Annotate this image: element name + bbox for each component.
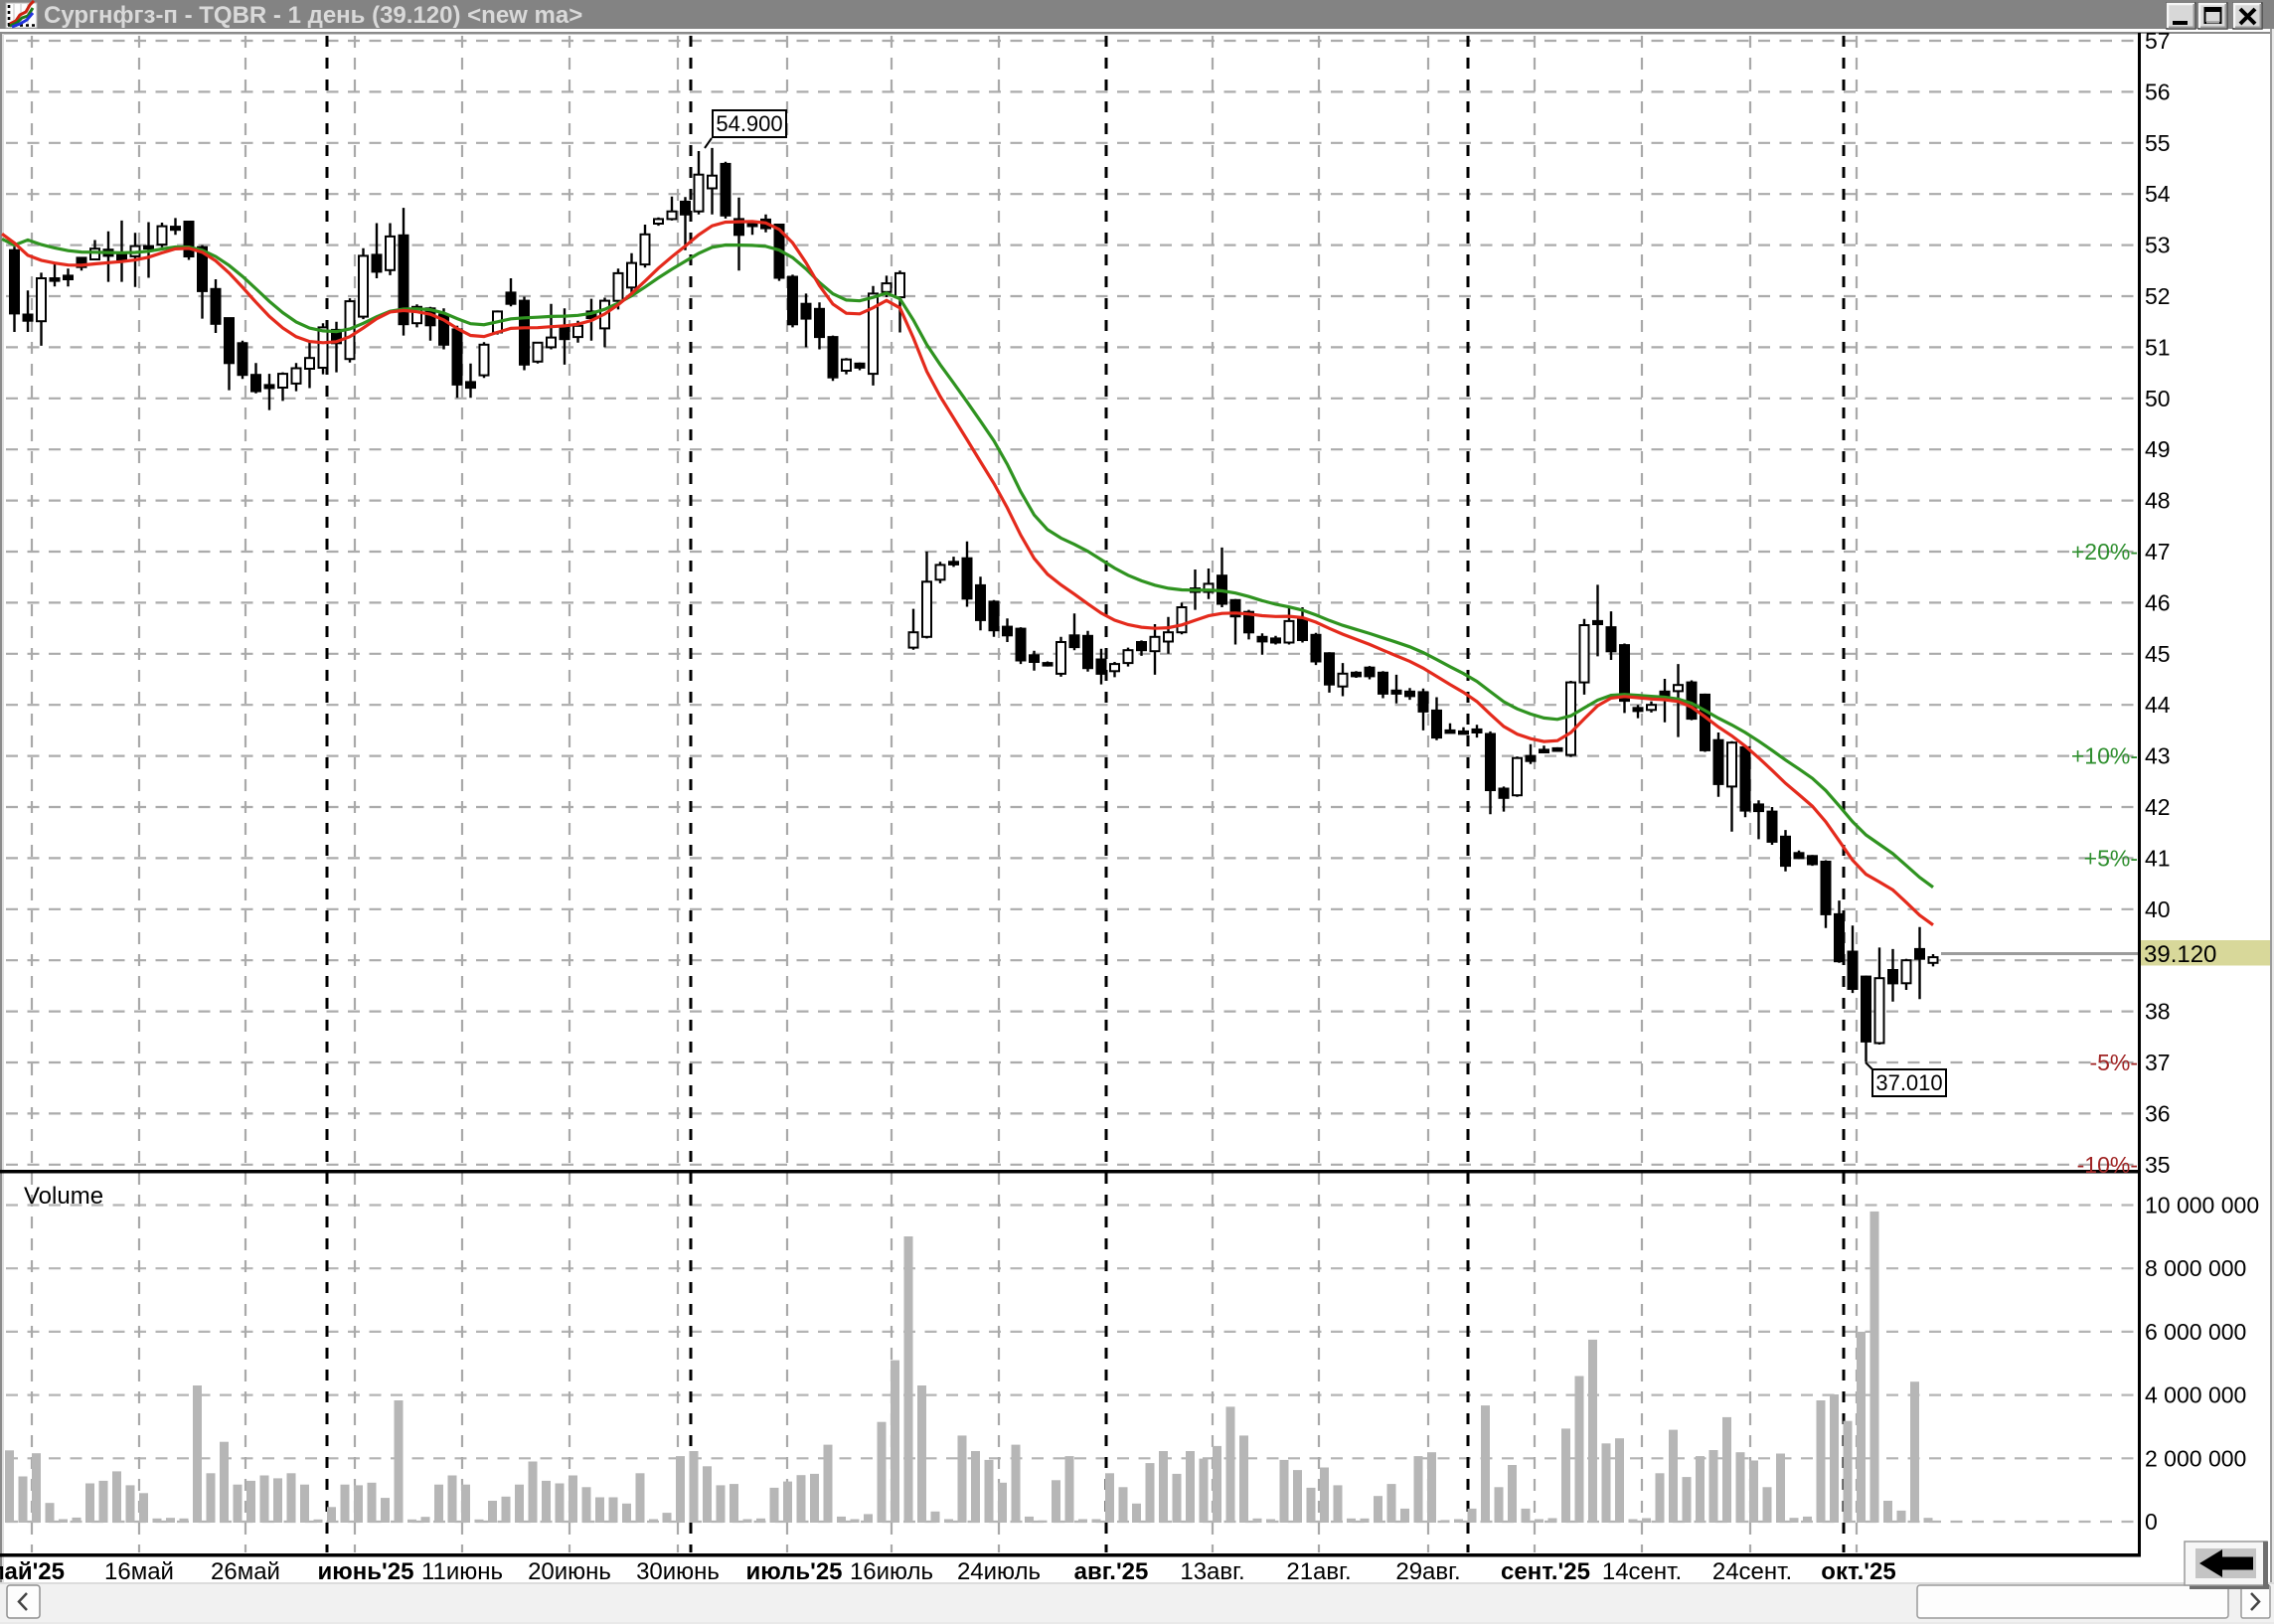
svg-text:6 000 000: 6 000 000 (2145, 1319, 2246, 1345)
svg-text:июль'25: июль'25 (745, 1558, 842, 1585)
svg-text:40: 40 (2145, 896, 2171, 922)
svg-text:14сент.: 14сент. (1602, 1558, 1682, 1585)
svg-text:26май: 26май (211, 1558, 280, 1585)
svg-text:май'25: май'25 (0, 1558, 65, 1585)
svg-text:20июнь: 20июнь (528, 1558, 611, 1585)
svg-text:45: 45 (2145, 641, 2171, 667)
svg-text:Volume: Volume (24, 1183, 103, 1210)
svg-text:+20%-: +20%- (2071, 539, 2138, 565)
svg-text:Сургнфгз-п - TQBR - 1 день (39: Сургнфгз-п - TQBR - 1 день (39.120) <new… (44, 2, 582, 29)
svg-text:38: 38 (2145, 999, 2171, 1025)
svg-text:37.010: 37.010 (1875, 1070, 1942, 1095)
svg-text:10 000 000: 10 000 000 (2145, 1193, 2259, 1218)
svg-text:21авг.: 21авг. (1286, 1558, 1351, 1585)
svg-text:16июль: 16июль (850, 1558, 933, 1585)
svg-text:57: 57 (2145, 28, 2171, 54)
svg-text:44: 44 (2145, 692, 2171, 718)
svg-text:48: 48 (2145, 488, 2171, 514)
svg-text:июнь'25: июнь'25 (318, 1558, 414, 1585)
svg-text:37: 37 (2145, 1050, 2171, 1075)
svg-text:авг.'25: авг.'25 (1074, 1558, 1149, 1585)
svg-text:41: 41 (2145, 845, 2171, 871)
svg-text:51: 51 (2145, 334, 2171, 360)
svg-text:39.120: 39.120 (2144, 941, 2216, 968)
svg-text:сент.'25: сент.'25 (1501, 1558, 1590, 1585)
svg-text:35: 35 (2145, 1152, 2171, 1178)
svg-text:43: 43 (2145, 743, 2171, 769)
svg-text:2 000 000: 2 000 000 (2145, 1445, 2246, 1471)
svg-text:-5%-: -5%- (2089, 1050, 2138, 1075)
svg-text:8 000 000: 8 000 000 (2145, 1255, 2246, 1281)
svg-text:24сент.: 24сент. (1712, 1558, 1792, 1585)
svg-text:16май: 16май (104, 1558, 174, 1585)
svg-text:окт.'25: окт.'25 (1821, 1558, 1895, 1585)
svg-text:46: 46 (2145, 589, 2171, 615)
svg-text:52: 52 (2145, 283, 2171, 309)
svg-text:29авг.: 29авг. (1395, 1558, 1460, 1585)
svg-text:47: 47 (2145, 539, 2171, 565)
svg-text:-10%-: -10%- (2077, 1152, 2138, 1178)
svg-text:24июль: 24июль (957, 1558, 1041, 1585)
svg-text:+5%-: +5%- (2084, 845, 2138, 871)
svg-text:54.900: 54.900 (716, 111, 782, 136)
svg-text:0: 0 (2145, 1509, 2158, 1535)
svg-text:4 000 000: 4 000 000 (2145, 1382, 2246, 1408)
svg-text:+10%-: +10%- (2071, 743, 2138, 769)
svg-text:36: 36 (2145, 1100, 2171, 1126)
svg-text:54: 54 (2145, 181, 2171, 207)
svg-text:50: 50 (2145, 386, 2171, 411)
svg-text:30июнь: 30июнь (636, 1558, 720, 1585)
svg-text:42: 42 (2145, 794, 2171, 820)
svg-text:49: 49 (2145, 436, 2171, 462)
svg-text:11июнь: 11июнь (421, 1558, 503, 1585)
svg-text:53: 53 (2145, 233, 2171, 258)
svg-text:56: 56 (2145, 79, 2171, 104)
svg-text:55: 55 (2145, 130, 2171, 156)
svg-text:13авг.: 13авг. (1180, 1558, 1244, 1585)
